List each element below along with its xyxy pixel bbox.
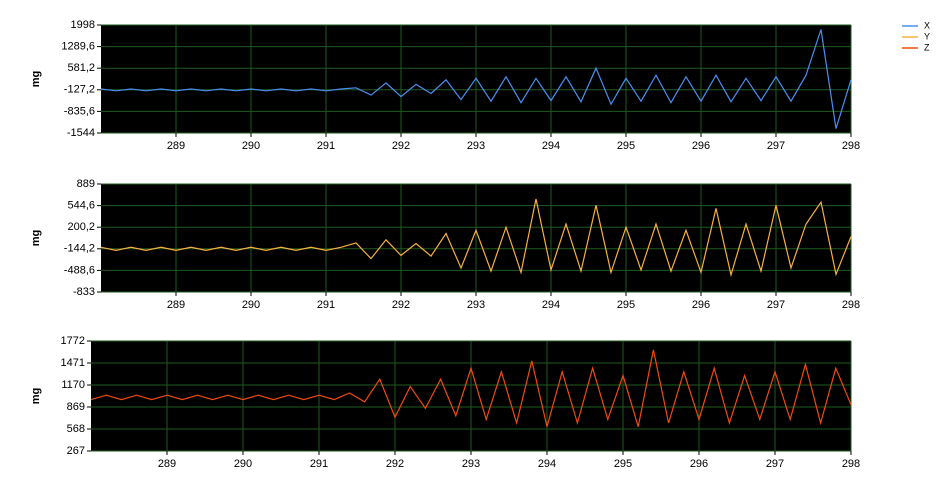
x-tick-label: 294 (542, 299, 560, 311)
x-tick-label: 297 (767, 299, 785, 311)
signal-line (90, 349, 852, 427)
y-tick-label: 1471 (61, 357, 85, 369)
x-tick-label: 291 (317, 299, 335, 311)
y-tick-label: 544,6 (67, 200, 95, 212)
x-tick-label: 289 (167, 299, 185, 311)
x-tick-label: 297 (766, 458, 784, 470)
y-tick-label: -144,2 (64, 243, 95, 255)
x-tick-label: 296 (692, 140, 710, 152)
x-tick-label: 293 (462, 458, 480, 470)
y-tick-label: 869 (67, 401, 85, 413)
x-tick-label: 290 (242, 140, 260, 152)
y-tick-label: 1772 (61, 335, 85, 347)
x-tick-label: 289 (158, 458, 176, 470)
x-tick-label: 294 (538, 458, 556, 470)
x-tick-label: 298 (842, 458, 860, 470)
y-axis-label: mg (30, 71, 42, 88)
x-tick-label: 291 (310, 458, 328, 470)
x-tick-label: 293 (467, 299, 485, 311)
x-tick-label: 297 (767, 140, 785, 152)
signal-line (100, 29, 852, 129)
x-tick-label: 291 (317, 140, 335, 152)
x-tick-label: 298 (842, 140, 860, 152)
x-tick-label: 295 (617, 140, 635, 152)
y-tick-label: 581,2 (67, 62, 95, 74)
x-tick-label: 298 (842, 299, 860, 311)
y-tick-label: -488,6 (64, 264, 95, 276)
x-tick-label: 292 (392, 299, 410, 311)
y-tick-label: 267 (67, 445, 85, 457)
y-tick-label: -127,2 (64, 84, 95, 96)
y-tick-label: 1998 (71, 19, 95, 31)
x-tick-label: 290 (234, 458, 252, 470)
x-tick-label: 296 (690, 458, 708, 470)
y-tick-label: 200,2 (67, 221, 95, 233)
x-tick-label: 289 (167, 140, 185, 152)
x-tick-label: 296 (692, 299, 710, 311)
y-tick-label: 1170 (61, 379, 85, 391)
y-tick-label: 889 (77, 178, 95, 190)
y-tick-label: 1289,6 (61, 41, 95, 53)
x-tick-label: 290 (242, 299, 260, 311)
x-tick-label: 292 (386, 458, 404, 470)
x-tick-label: 292 (392, 140, 410, 152)
x-tick-label: 293 (467, 140, 485, 152)
signal-line (100, 198, 852, 278)
legend-label: Y (924, 31, 930, 41)
x-tick-label: 295 (617, 299, 635, 311)
y-axis-label: mg (30, 230, 42, 247)
y-axis-label: mg (30, 388, 42, 405)
x-tick-label: 294 (542, 140, 560, 152)
y-tick-label: 568 (67, 423, 85, 435)
y-tick-label: -1544 (67, 127, 95, 139)
legend-label: X (924, 20, 930, 30)
x-tick-label: 295 (614, 458, 632, 470)
legend-label: Z (924, 42, 930, 52)
y-tick-label: -835,6 (64, 105, 95, 117)
y-tick-label: -833 (73, 286, 95, 298)
